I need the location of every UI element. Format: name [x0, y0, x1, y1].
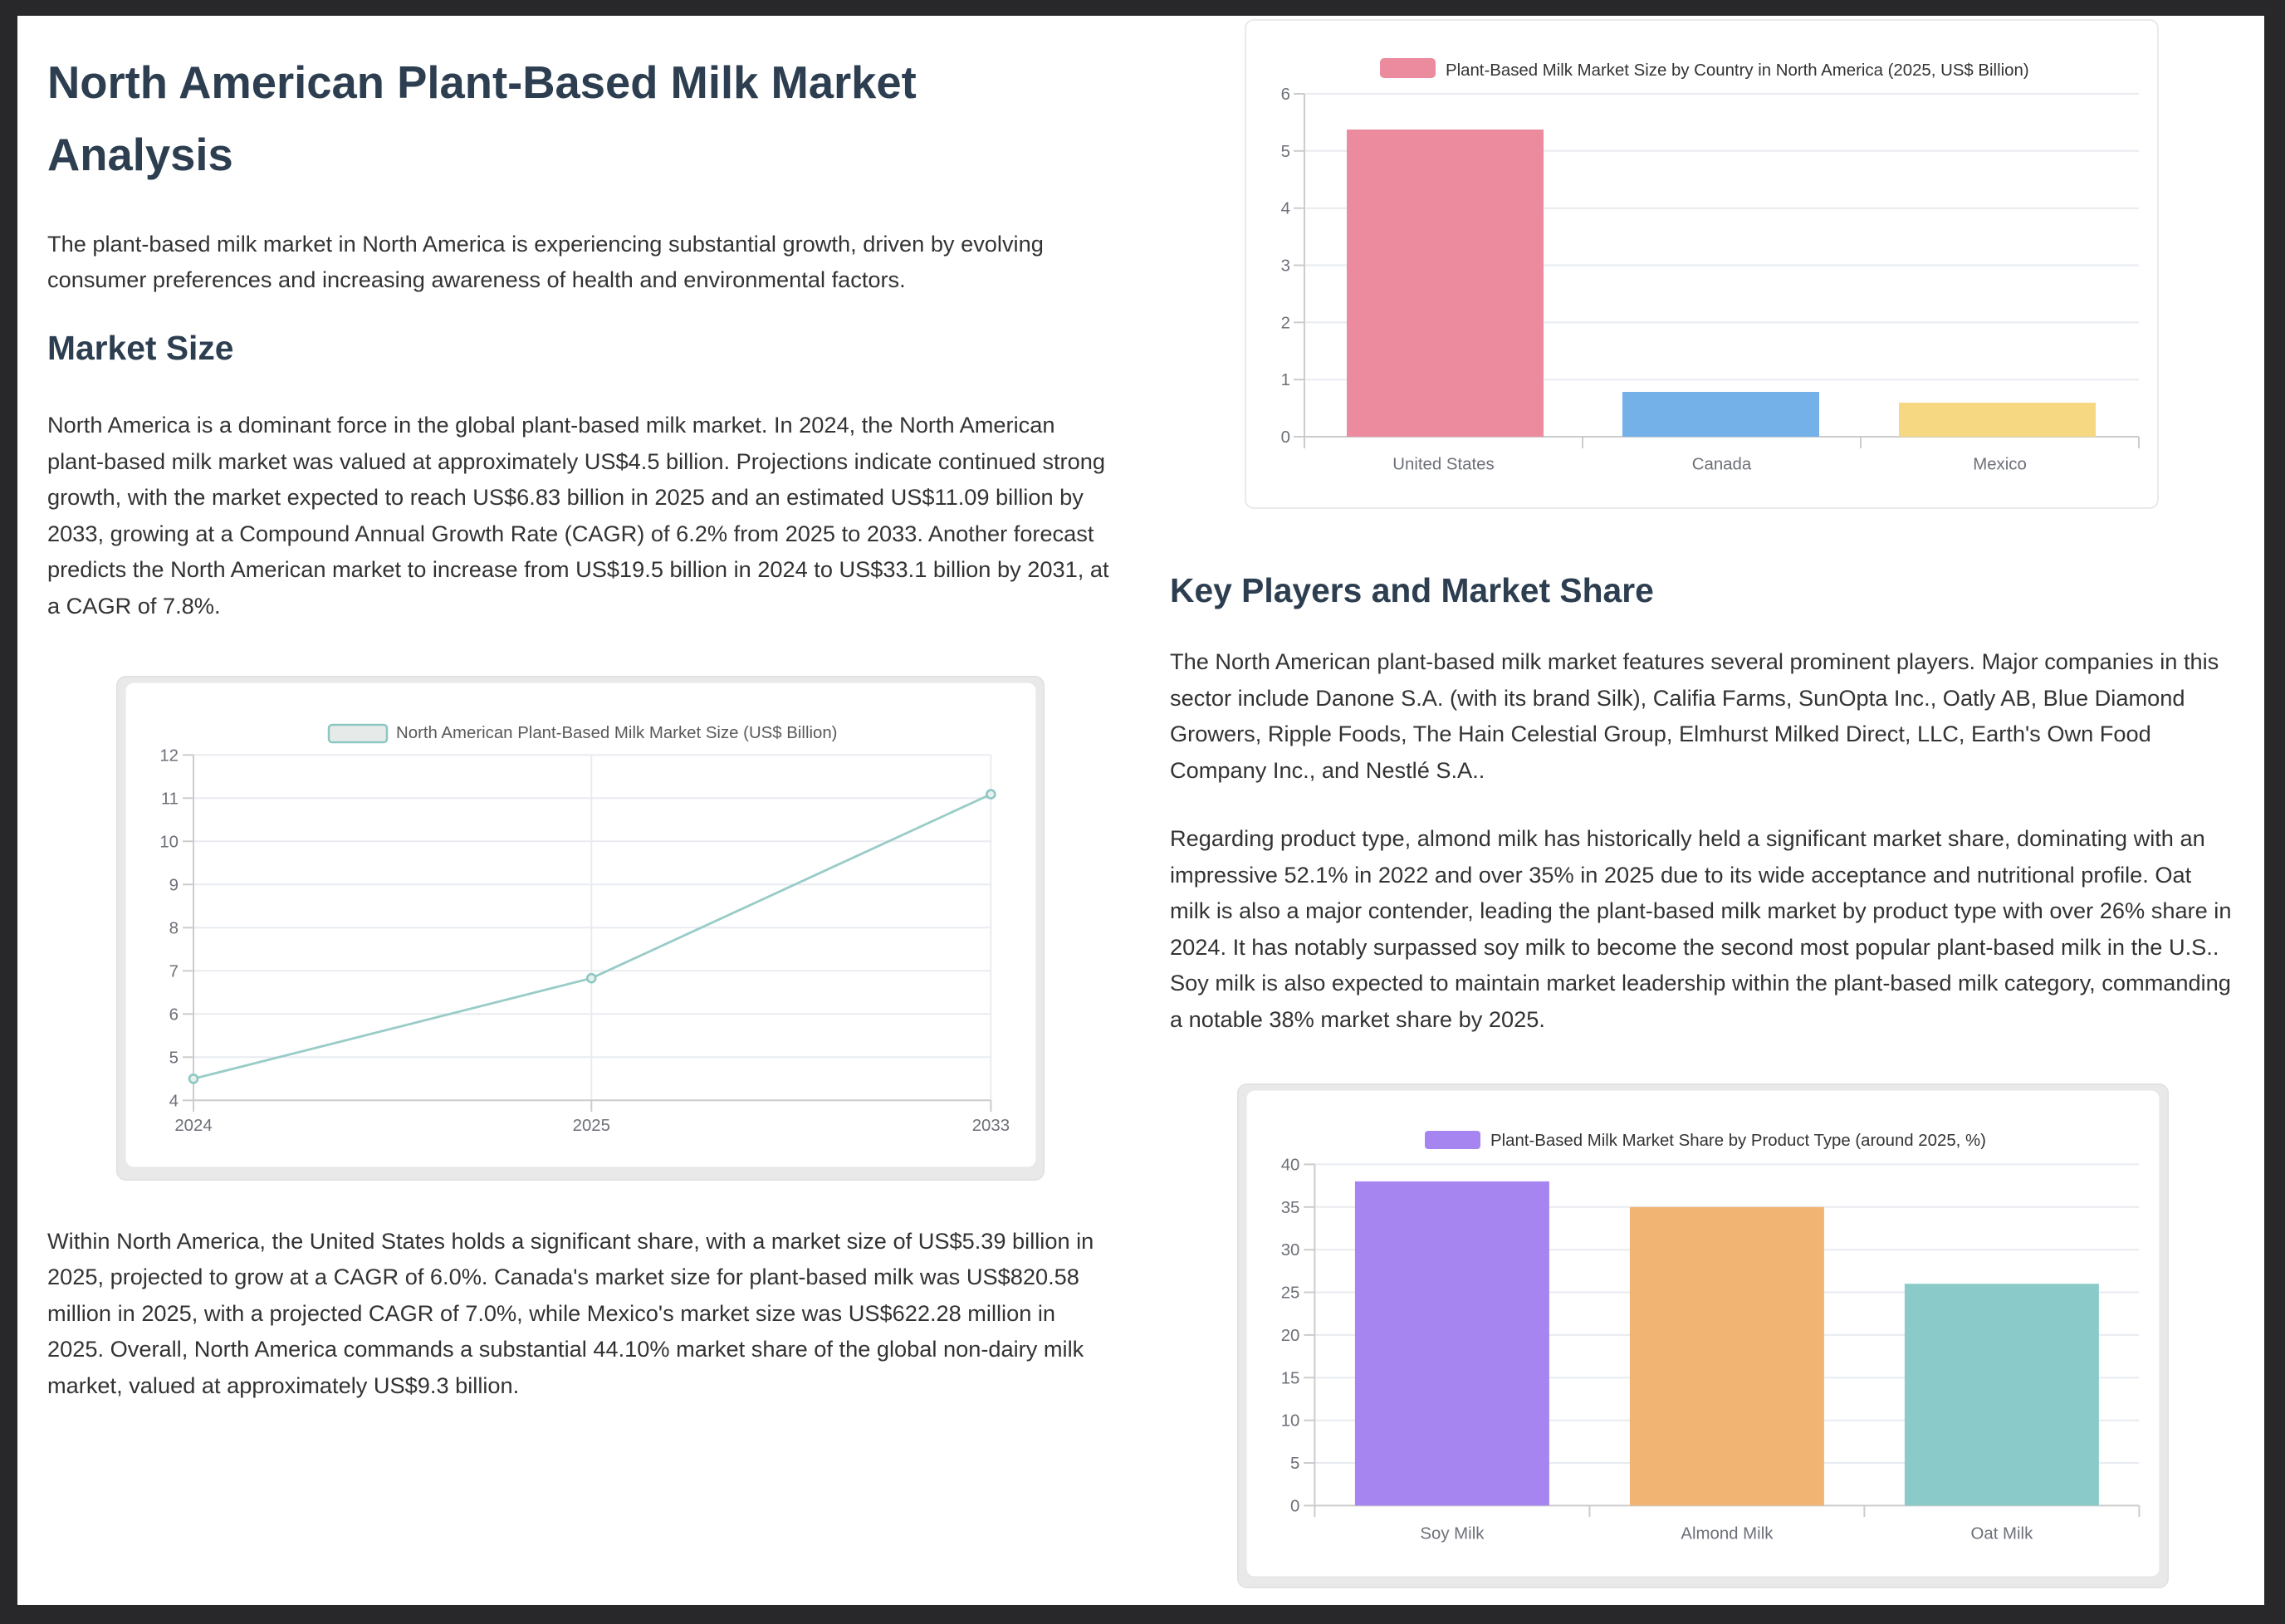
- svg-text:2: 2: [1281, 314, 1290, 332]
- svg-text:11: 11: [161, 790, 179, 808]
- svg-text:0: 0: [1290, 1497, 1299, 1515]
- svg-text:5: 5: [169, 1049, 179, 1067]
- svg-text:Plant-Based Milk Market Share: Plant-Based Milk Market Share by Product…: [1490, 1132, 1986, 1150]
- svg-text:10: 10: [1280, 1411, 1299, 1430]
- svg-text:United States: United States: [1392, 456, 1494, 474]
- svg-text:6: 6: [1281, 86, 1290, 104]
- svg-text:30: 30: [1280, 1241, 1299, 1260]
- svg-text:9: 9: [169, 876, 179, 894]
- svg-text:Mexico: Mexico: [1973, 456, 2027, 474]
- svg-text:Oat Milk: Oat Milk: [1970, 1524, 2033, 1543]
- svg-text:1: 1: [1281, 371, 1290, 389]
- svg-text:North American Plant-Based Mil: North American Plant-Based Milk Market S…: [396, 724, 837, 742]
- svg-text:40: 40: [1280, 1156, 1299, 1174]
- svg-text:25: 25: [1280, 1284, 1299, 1302]
- svg-text:35: 35: [1280, 1198, 1299, 1216]
- svg-text:Soy Milk: Soy Milk: [1420, 1524, 1485, 1543]
- svg-text:2033: 2033: [972, 1117, 1010, 1135]
- svg-text:Canada: Canada: [1692, 456, 1752, 474]
- svg-text:12: 12: [159, 746, 179, 765]
- svg-text:2025: 2025: [573, 1117, 610, 1135]
- svg-text:5: 5: [1281, 143, 1290, 161]
- svg-text:5: 5: [1290, 1455, 1299, 1473]
- svg-text:10: 10: [159, 833, 179, 851]
- svg-text:0: 0: [1281, 428, 1290, 447]
- svg-text:4: 4: [169, 1092, 179, 1110]
- svg-text:Almond Milk: Almond Milk: [1681, 1524, 1774, 1543]
- svg-text:8: 8: [169, 919, 179, 937]
- svg-text:3: 3: [1281, 257, 1290, 276]
- svg-text:7: 7: [169, 962, 179, 981]
- svg-text:Plant-Based Milk Market Size b: Plant-Based Milk Market Size by Country …: [1446, 61, 2029, 80]
- svg-text:2024: 2024: [174, 1117, 212, 1135]
- svg-text:20: 20: [1280, 1326, 1299, 1344]
- svg-text:15: 15: [1280, 1369, 1299, 1387]
- svg-text:6: 6: [169, 1005, 179, 1024]
- svg-text:4: 4: [1281, 200, 1290, 218]
